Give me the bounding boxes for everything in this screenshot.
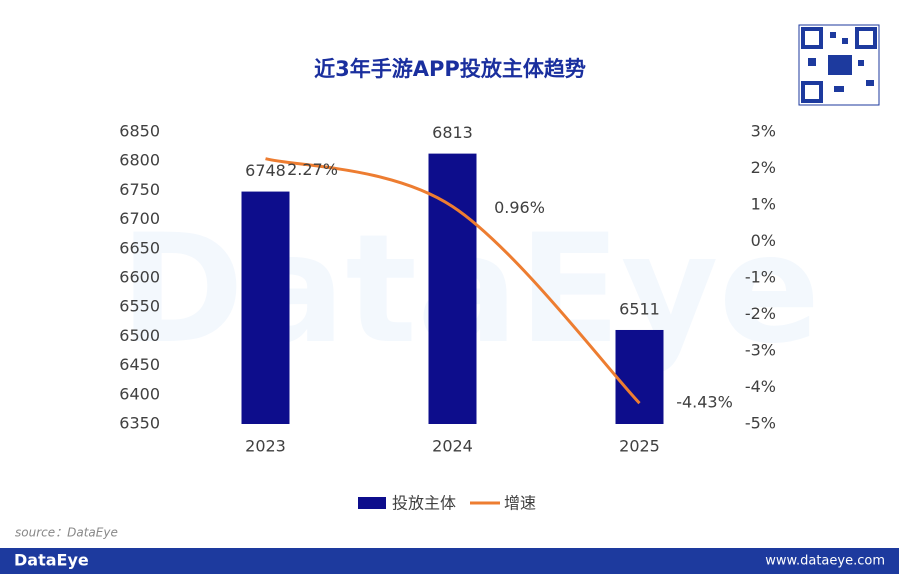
source: source：DataEye [15, 526, 118, 540]
y-tick-label: 6750 [119, 180, 160, 199]
line-label: -4.43% [676, 393, 733, 412]
y-tick-label: 6450 [119, 355, 160, 374]
line [265, 157, 641, 405]
bar-label: 6813 [432, 123, 473, 142]
y-tick-label: 6350 [119, 414, 160, 433]
x-tick-label: 2023 [245, 437, 286, 456]
y-tick-label: 6700 [119, 209, 160, 228]
y-tick-label: 6650 [119, 238, 160, 257]
y2-tick-label: -1% [745, 268, 776, 287]
x-tick-label: 2025 [619, 437, 660, 456]
bar [428, 153, 477, 424]
bar-label: 6748 [245, 161, 286, 180]
y-tick-label: 6800 [119, 151, 160, 170]
footer-bar [0, 548, 899, 574]
x-tick-label: 2024 [432, 437, 473, 456]
y2-tick-label: -2% [745, 304, 776, 323]
qr-code [798, 24, 880, 106]
bar-label: 6511 [619, 299, 660, 318]
website: www.dataeye.com [765, 554, 885, 569]
y2-tick-label: -3% [745, 341, 776, 360]
bar [241, 191, 290, 424]
line-label: 2.27% [287, 160, 338, 179]
y2-tick-label: 3% [751, 122, 776, 141]
y-tick-label: 6550 [119, 297, 160, 316]
chart-title: 近3年手游APP投放主体趋势 [314, 57, 586, 81]
legend-swatch [358, 497, 386, 509]
y2-tick-label: -5% [745, 414, 776, 433]
y-tick-label: 6500 [119, 326, 160, 345]
y2-tick-label: 1% [751, 195, 776, 214]
y2-tick-label: 2% [751, 158, 776, 177]
line-label: 0.96% [494, 198, 545, 217]
y2-tick-label: 0% [751, 231, 776, 250]
y-tick-label: 6600 [119, 268, 160, 287]
brand: DataEye [14, 551, 89, 570]
legend-label: 投放主体 [392, 494, 456, 513]
bar [615, 329, 664, 424]
legend-label: 增速 [504, 494, 536, 513]
y2-tick-label: -4% [745, 377, 776, 396]
y-tick-label: 6850 [119, 122, 160, 141]
y-tick-label: 6400 [119, 384, 160, 403]
